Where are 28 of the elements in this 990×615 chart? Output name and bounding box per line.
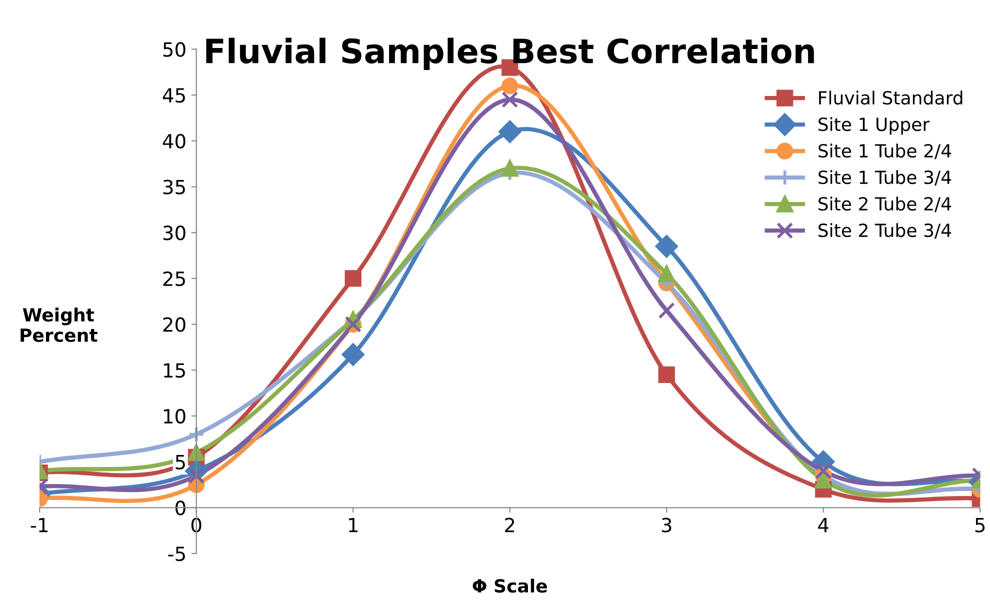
x-tick-label: 4 xyxy=(818,518,828,532)
chart-title: Fluvial Samples Best Correlation xyxy=(206,38,814,70)
y-tick-label: 30 xyxy=(163,226,186,240)
y-tick-label: 35 xyxy=(163,180,185,194)
legend-label: Fluvial Standard xyxy=(819,90,962,105)
x-tick-label: -1 xyxy=(30,518,48,532)
legend-label: Site 1 Upper xyxy=(818,117,930,135)
x-tick-label: 0 xyxy=(191,518,202,532)
y-axis-title: Weight Percent xyxy=(20,308,98,342)
y-tick-label: 45 xyxy=(162,88,185,103)
legend-label: Site 1 Tube 2/4 xyxy=(818,144,952,160)
y-tick-label: 40 xyxy=(162,134,186,149)
y-tick-label: 15 xyxy=(164,363,185,378)
y-tick-label: 10 xyxy=(164,408,186,424)
legend-label: Site 1 Tube 3/4 xyxy=(818,170,952,186)
legend-label: Site 2 Tube 3/4 xyxy=(818,223,952,239)
x-tick-label: 1 xyxy=(349,518,358,532)
x-axis-title: Φ Scale xyxy=(472,578,547,593)
legend-label: Site 2 Tube 2/4 xyxy=(818,196,952,212)
y-tick-label: 20 xyxy=(163,317,186,332)
y-tick-label: 50 xyxy=(163,42,186,57)
y-tick-label: -5 xyxy=(168,546,185,562)
y-tick-label: 5 xyxy=(176,455,185,470)
x-tick-label: 2 xyxy=(505,518,514,532)
x-tick-label: 3 xyxy=(662,518,672,532)
y-tick-label: 25 xyxy=(163,271,185,286)
x-tick-label: 5 xyxy=(975,518,985,532)
y-tick-label: 0 xyxy=(176,500,186,516)
